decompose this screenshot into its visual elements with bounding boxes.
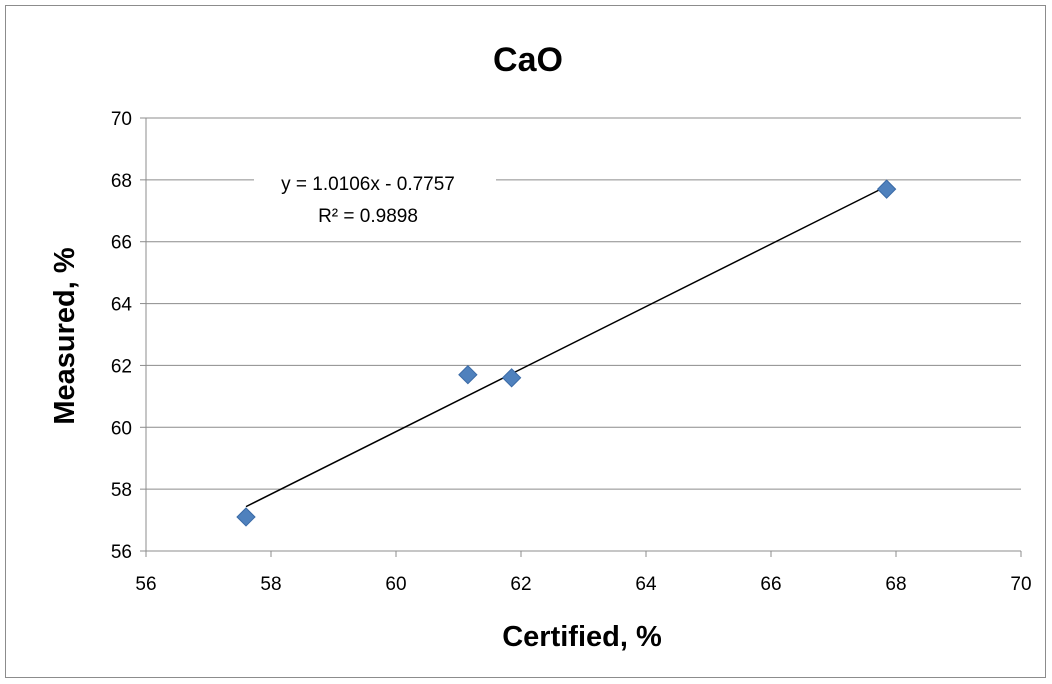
x-tick-labels: 56 58 60 62 64 66 68 70: [135, 574, 1031, 595]
x-tick-label: 66: [760, 574, 781, 595]
data-point: [876, 179, 897, 199]
y-tick-label: 62: [111, 356, 132, 377]
x-tick-label: 56: [135, 574, 156, 595]
data-point: [236, 507, 256, 527]
trendline-line: [245, 185, 887, 508]
x-tick-label: 58: [260, 574, 281, 595]
x-tick-label: 60: [385, 574, 406, 595]
x-tick-label: 64: [635, 574, 657, 595]
chart-title: CaO: [493, 41, 563, 79]
tick-marks: [140, 117, 1022, 557]
x-tick-label: 62: [510, 574, 531, 595]
y-tick-label: 68: [111, 171, 132, 192]
y-tick-label: 58: [111, 480, 132, 501]
x-tick-label: 68: [885, 574, 906, 595]
y-tick-label: 60: [111, 418, 132, 439]
y-tick-label: 64: [111, 295, 133, 316]
y-axis-title: Measured, %: [49, 247, 81, 424]
x-axis-title: Certified, %: [502, 621, 662, 653]
y-tick-labels: 56 58 60 62 64 66 68 70: [111, 109, 133, 563]
y-tick-label: 66: [111, 233, 132, 254]
data-point: [501, 368, 522, 388]
trendline: [245, 185, 887, 508]
trendline-r-squared: R² = 0.9898: [318, 206, 418, 227]
data-points: [236, 179, 897, 527]
gridlines: [146, 117, 1021, 490]
chart-frame: [5, 5, 1046, 678]
data-point: [458, 365, 478, 385]
trendline-equation: y = 1.0106x - 0.7757: [281, 174, 455, 195]
equation-background: [254, 167, 496, 227]
axes: [145, 118, 1021, 552]
y-tick-label: 56: [111, 542, 132, 563]
y-tick-label: 70: [111, 109, 132, 130]
x-tick-label: 70: [1010, 574, 1031, 595]
